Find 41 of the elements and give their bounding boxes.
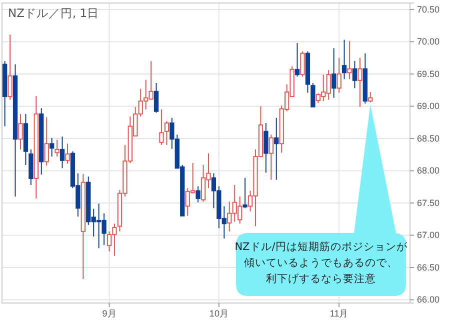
y-tick-label: 68.50 bbox=[417, 133, 440, 144]
candlestick bbox=[274, 117, 279, 180]
candlestick bbox=[342, 39, 347, 80]
candlestick bbox=[347, 40, 352, 80]
annotation: 利下げするなら要注意 bbox=[266, 272, 376, 285]
x-tick-label: 9月 bbox=[102, 308, 116, 318]
candlestick bbox=[65, 143, 70, 164]
y-tick-label: 69.50 bbox=[417, 68, 440, 79]
candlestick bbox=[242, 177, 248, 209]
candlestick bbox=[154, 82, 159, 114]
annotation: 傾いているようでもあるので、 bbox=[244, 257, 398, 269]
candlestick bbox=[44, 116, 49, 166]
y-tick-label: 66.00 bbox=[417, 294, 440, 305]
y-tick-label: 68.00 bbox=[417, 166, 440, 176]
candlestick bbox=[264, 122, 268, 174]
candlestick bbox=[54, 139, 60, 158]
chart-title: NZドル／円, 1日 bbox=[8, 6, 100, 20]
candlestick bbox=[164, 120, 170, 146]
candlestick bbox=[358, 57, 362, 108]
y-tick-label: 70.50 bbox=[417, 4, 440, 14]
y-tick-label: 66.50 bbox=[417, 262, 440, 272]
candlestick bbox=[196, 186, 200, 203]
candlestick bbox=[310, 82, 316, 108]
candlestick bbox=[300, 50, 305, 78]
candlestick bbox=[18, 113, 23, 150]
candlestick bbox=[294, 42, 300, 78]
candlestick bbox=[331, 48, 336, 98]
candlestick bbox=[8, 34, 12, 100]
candlestick bbox=[336, 57, 342, 94]
x-tick-label: 11月 bbox=[330, 308, 348, 318]
y-tick-label: 67.00 bbox=[417, 230, 440, 240]
candlestick bbox=[50, 137, 54, 158]
candlestick bbox=[368, 92, 373, 103]
x-tick-label: 10月 bbox=[209, 308, 228, 318]
candlestick bbox=[268, 134, 274, 180]
candlestick bbox=[60, 136, 65, 169]
candlestick bbox=[159, 108, 164, 146]
y-tick-label: 70.00 bbox=[417, 36, 440, 47]
y-tick-label: 69.00 bbox=[417, 101, 440, 112]
candlestick bbox=[352, 60, 358, 89]
y-tick-label: 67.50 bbox=[417, 198, 440, 208]
